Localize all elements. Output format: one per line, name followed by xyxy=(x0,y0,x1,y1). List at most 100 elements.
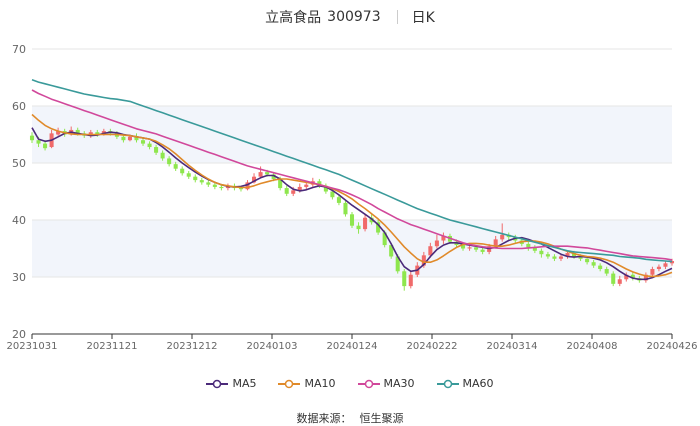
candlestick-chart: 20 30 40 50 60 70 20231031 20231121 20231212 2024… xyxy=(7,43,698,352)
candle-body xyxy=(643,274,648,281)
y-tick-label: 20 xyxy=(12,328,26,341)
x-tick-label: 20231031 xyxy=(7,341,58,352)
y-tick-label: 40 xyxy=(12,214,26,227)
candle-body xyxy=(121,136,126,141)
candle-body xyxy=(95,132,100,135)
candle-body xyxy=(389,245,394,257)
x-tick-label: 20231121 xyxy=(87,341,138,352)
candle-body xyxy=(382,232,387,246)
legend-marker-ma60 xyxy=(436,379,459,388)
candle-body xyxy=(43,143,48,149)
candle-body xyxy=(238,188,244,190)
candle-body xyxy=(434,240,439,247)
x-tick-label: 20240222 xyxy=(407,341,458,352)
candle-body xyxy=(317,181,322,186)
candle-body xyxy=(467,247,472,249)
candle-body xyxy=(29,135,35,141)
y-tick-label: 50 xyxy=(12,157,26,170)
candle-body xyxy=(349,214,355,226)
candle-body xyxy=(402,271,407,287)
candle-body xyxy=(591,262,596,266)
legend-item-ma60[interactable]: MA60 xyxy=(436,377,494,390)
legend: MA5 MA10 MA30 MA60 xyxy=(0,377,700,390)
candle-body xyxy=(140,140,146,144)
x-tick-label: 20240124 xyxy=(327,341,378,352)
candle-body xyxy=(598,265,603,270)
candle-body xyxy=(323,185,328,192)
legend-item-ma10[interactable]: MA10 xyxy=(278,377,336,390)
stock-name: 立高食品 xyxy=(265,10,322,26)
data-source: 数据来源： 恒生聚源 xyxy=(0,410,700,426)
series-line-ma60 xyxy=(31,79,673,263)
candle-body xyxy=(36,140,41,144)
candle-body xyxy=(604,269,609,274)
legend-marker-ma10 xyxy=(278,379,301,388)
candle-body xyxy=(565,253,570,257)
candle-body xyxy=(160,152,165,159)
candle-body xyxy=(284,188,289,194)
candle-body xyxy=(585,258,590,263)
legend-item-ma5[interactable]: MA5 xyxy=(206,377,256,390)
grid-band xyxy=(32,220,672,277)
candle-body xyxy=(428,246,433,256)
candle-body xyxy=(663,263,668,267)
candle-body xyxy=(669,261,675,264)
candle-body xyxy=(330,191,335,198)
y-tick-label: 30 xyxy=(12,271,26,284)
candle-body xyxy=(376,222,381,233)
legend-label-ma5: MA5 xyxy=(232,377,257,390)
candle-body xyxy=(199,180,204,183)
candle-body xyxy=(552,256,557,259)
source-label: 数据来源： xyxy=(296,412,352,425)
legend-marker-ma30 xyxy=(357,379,380,388)
stock-code: 300973 xyxy=(327,9,381,25)
candle-body xyxy=(617,279,622,284)
y-tick-label: 60 xyxy=(12,100,26,113)
candle-body xyxy=(193,176,198,181)
candle-body xyxy=(147,143,152,148)
candle-body xyxy=(395,256,400,272)
candle-body xyxy=(480,249,485,252)
candle-body xyxy=(408,274,413,287)
candle-body xyxy=(624,274,629,280)
candle-body xyxy=(186,173,191,177)
x-tick-label: 20240426 xyxy=(647,341,698,352)
candle-body xyxy=(258,172,263,177)
candle-body xyxy=(154,147,159,153)
x-tick-label: 20231212 xyxy=(167,341,218,352)
source-value: 恒生聚源 xyxy=(359,412,404,425)
y-tick-label: 70 xyxy=(12,43,26,56)
candle-body xyxy=(369,217,374,223)
legend-label-ma60: MA60 xyxy=(462,377,494,390)
candle-body xyxy=(336,197,341,203)
candle-body xyxy=(611,273,616,284)
candle-body xyxy=(650,269,655,275)
candle-body xyxy=(421,255,426,266)
candle-body xyxy=(252,176,257,183)
candle-body xyxy=(441,235,446,241)
candle-body xyxy=(180,168,185,174)
candle-body xyxy=(127,136,132,141)
candle-body xyxy=(56,131,61,135)
legend-label-ma10: MA10 xyxy=(304,377,336,390)
candle-body xyxy=(271,174,276,179)
candle-body xyxy=(630,274,635,279)
grid-band xyxy=(32,106,672,163)
candle-body xyxy=(526,243,531,248)
candle-body xyxy=(134,136,139,141)
candle-body xyxy=(343,202,348,215)
legend-label-ma30: MA30 xyxy=(383,377,415,390)
period-label: 日K xyxy=(411,10,435,26)
candle-body xyxy=(356,225,361,230)
candle-body xyxy=(245,182,250,190)
candle-body xyxy=(493,239,498,247)
candle-body xyxy=(297,186,302,191)
candle-body xyxy=(558,256,564,259)
series-line-ma30 xyxy=(31,89,673,261)
candle-body xyxy=(291,190,296,194)
candle-body xyxy=(500,234,505,240)
legend-item-ma30[interactable]: MA30 xyxy=(357,377,415,390)
candle-body xyxy=(167,158,172,165)
candle-body xyxy=(656,266,661,270)
candle-body xyxy=(460,245,466,249)
